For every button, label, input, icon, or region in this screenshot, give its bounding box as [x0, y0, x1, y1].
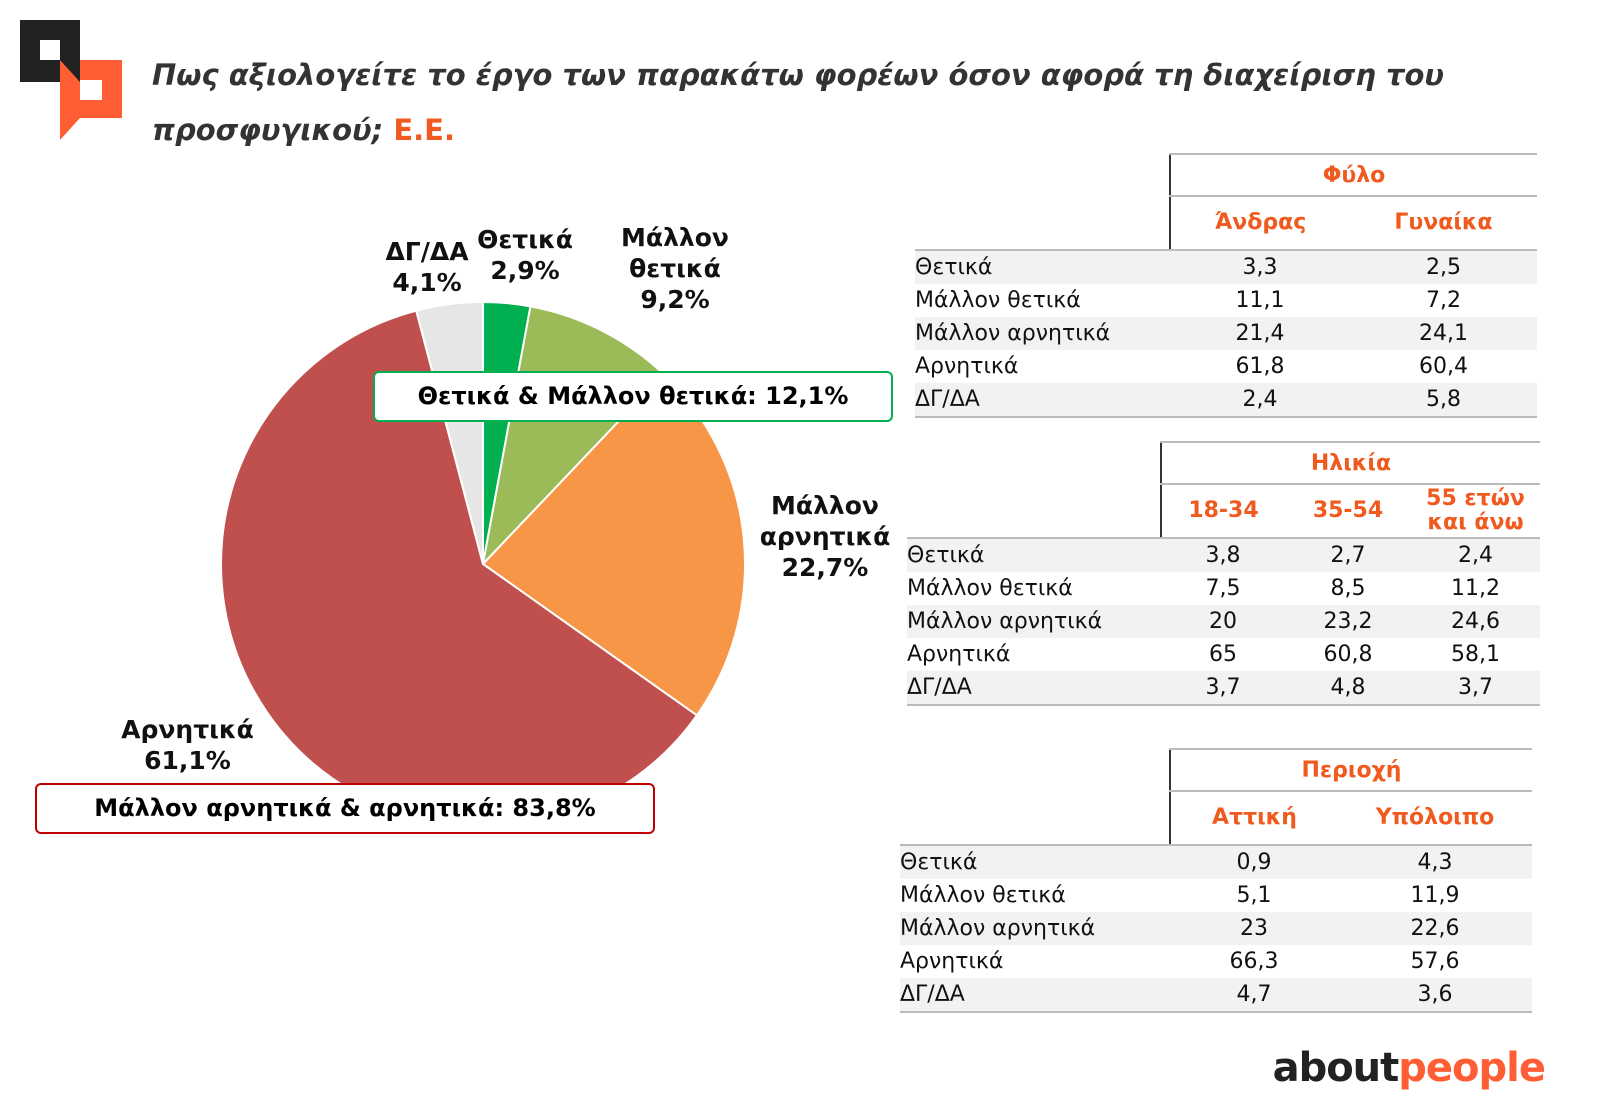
- cell-value: 3,7: [1161, 671, 1285, 706]
- table-row: Μάλλον θετικά 11,1 7,2: [915, 284, 1537, 317]
- row-label: Μάλλον θετικά: [907, 576, 1073, 601]
- title-highlight: Ε.Ε.: [393, 113, 456, 147]
- cell-value: 66,3: [1229, 949, 1279, 974]
- cell-value: 4,3: [1338, 845, 1532, 879]
- group-header: Φύλο: [1169, 153, 1537, 197]
- row-label: Θετικά: [907, 538, 1161, 572]
- cell-value: 60,8: [1323, 642, 1373, 667]
- table-region: Περιοχή Αττική Υπόλοιπο Θετικά 0,9 4,3 Μάλλον …: [900, 748, 1532, 1013]
- row-label: Αρνητικά: [900, 949, 1004, 974]
- column-header: Αττική: [1169, 791, 1338, 846]
- table-age: Ηλικία 18-34 35-54 55 ετών και άνω Θετικά 3,8…: [907, 441, 1540, 706]
- row-label: Αρνητικά: [915, 354, 1019, 379]
- cell-value: 11,9: [1410, 883, 1460, 908]
- group-header: Περιοχή: [1169, 748, 1532, 792]
- pie-slice-4: [415, 300, 484, 565]
- row-label: Μάλλον αρνητικά: [900, 912, 1170, 945]
- table-row: Θετικά 0,9 4,3: [900, 845, 1532, 879]
- cell-value: 3,7: [1411, 671, 1540, 706]
- column-header: 55 ετών και άνω: [1411, 484, 1540, 539]
- cell-value: 23: [1170, 912, 1338, 945]
- cell-value: 11,1: [1235, 288, 1285, 313]
- label-positive: Θετικά 2,9%: [477, 225, 573, 285]
- row-label: Μάλλον θετικά: [915, 288, 1081, 313]
- row-label: Αρνητικά: [907, 642, 1011, 667]
- group-header: Ηλικία: [1160, 441, 1540, 485]
- label-negative: Αρνητικά 61,1%: [121, 715, 254, 775]
- cell-value: 7,5: [1205, 576, 1241, 601]
- row-label: Μάλλον αρνητικά: [915, 317, 1170, 350]
- cell-value: 3,6: [1338, 978, 1532, 1013]
- table-row: Μάλλον θετικά 7,5 8,5 11,2: [907, 572, 1540, 605]
- positive-total-callout: Θετικά & Μάλλον θετικά: 12,1%: [373, 371, 893, 422]
- row-label: Μάλλον αρνητικά: [907, 605, 1161, 638]
- page-title: Πως αξιολογείτε το έργο των παρακάτω φορ…: [152, 58, 1445, 147]
- negative-total-callout: Μάλλον αρνητικά & αρνητικά: 83,8%: [35, 783, 655, 834]
- logo: [20, 20, 122, 140]
- column-header: Γυναίκα: [1350, 196, 1537, 251]
- cell-value: 4,7: [1170, 978, 1338, 1013]
- cell-value: 5,8: [1350, 383, 1537, 418]
- column-header: Άνδρας: [1169, 196, 1350, 251]
- cell-value: 2,7: [1285, 538, 1411, 572]
- cell-value: 24,1: [1350, 317, 1537, 350]
- brand-logo: aboutpeople: [1272, 1045, 1546, 1091]
- row-label: Θετικά: [915, 250, 1170, 284]
- cell-value: 23,2: [1285, 605, 1411, 638]
- column-header: Υπόλοιπο: [1338, 791, 1532, 846]
- cell-value: 61,8: [1235, 354, 1285, 379]
- table-row: Θετικά 3,8 2,7 2,4: [907, 538, 1540, 572]
- cell-value: 2,5: [1350, 250, 1537, 284]
- table-row: Αρνητικά 61,8 60,4: [915, 350, 1537, 383]
- table-row: ΔΓ/ΔΑ 2,4 5,8: [915, 383, 1537, 418]
- cell-value: 60,4: [1419, 354, 1468, 379]
- row-label: Θετικά: [900, 845, 1170, 879]
- table-gender: Φύλο Άνδρας Γυναίκα Θετικά 3,3 2,5 Μάλλον θετι…: [915, 153, 1537, 418]
- table-row: Μάλλον αρνητικά 21,4 24,1: [915, 317, 1537, 350]
- cell-value: 22,6: [1338, 912, 1532, 945]
- cell-value: 21,4: [1170, 317, 1350, 350]
- cell-value: 3,8: [1161, 538, 1285, 572]
- cell-value: 65: [1209, 642, 1237, 667]
- cell-value: 3,3: [1170, 250, 1350, 284]
- cell-value: 5,1: [1236, 883, 1272, 908]
- cell-value: 24,6: [1411, 605, 1540, 638]
- row-label: ΔΓ/ΔΑ: [900, 978, 1170, 1013]
- cell-value: 20: [1161, 605, 1285, 638]
- column-header: 18-34: [1160, 484, 1285, 539]
- table-row: Θετικά 3,3 2,5: [915, 250, 1537, 284]
- pie-chart: [220, 300, 746, 827]
- cell-value: 58,1: [1451, 642, 1500, 667]
- label-dk: ΔΓ/ΔΑ 4,1%: [385, 237, 469, 297]
- cell-value: 7,2: [1426, 288, 1461, 313]
- row-label: ΔΓ/ΔΑ: [907, 671, 1161, 706]
- cell-value: 8,5: [1330, 576, 1366, 601]
- label-rather-positive: Μάλλον θετικά 9,2%: [621, 223, 729, 314]
- table-row: ΔΓ/ΔΑ 4,7 3,6: [900, 978, 1532, 1013]
- table-row: Μάλλον αρνητικά 23 22,6: [900, 912, 1532, 945]
- cell-value: 0,9: [1170, 845, 1338, 879]
- cell-value: 2,4: [1170, 383, 1350, 418]
- cell-value: 57,6: [1410, 949, 1460, 974]
- cell-value: 11,2: [1451, 576, 1500, 601]
- row-label: ΔΓ/ΔΑ: [915, 383, 1170, 418]
- label-rather-negative: Μάλλον αρνητικά 22,7%: [759, 491, 891, 582]
- cell-value: 4,8: [1285, 671, 1411, 706]
- cell-value: 2,4: [1411, 538, 1540, 572]
- table-row: Αρνητικά 66,3 57,6: [900, 945, 1532, 978]
- table-row: ΔΓ/ΔΑ 3,7 4,8 3,7: [907, 671, 1540, 706]
- pie-slice-1: [481, 305, 665, 568]
- table-row: Αρνητικά 65 60,8 58,1: [907, 638, 1540, 671]
- table-row: Μάλλον αρνητικά 20 23,2 24,6: [907, 605, 1540, 638]
- table-row: Μάλλον θετικά 5,1 11,9: [900, 879, 1532, 912]
- row-label: Μάλλον θετικά: [900, 883, 1066, 908]
- column-header: 35-54: [1285, 484, 1411, 539]
